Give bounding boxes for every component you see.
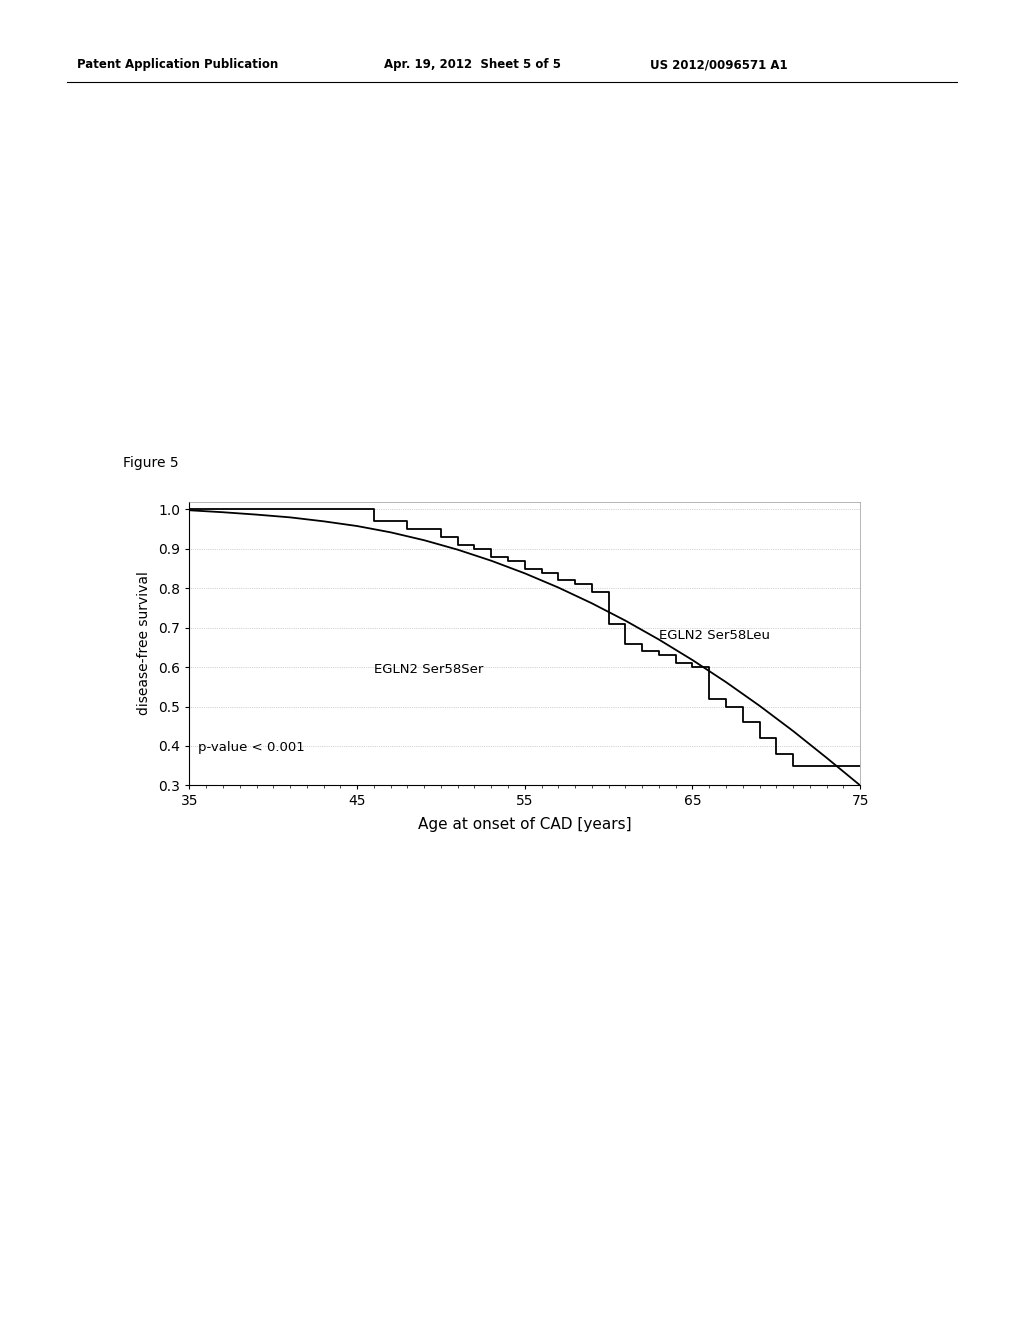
Text: EGLN2 Ser58Leu: EGLN2 Ser58Leu xyxy=(659,630,770,642)
Y-axis label: disease-free survival: disease-free survival xyxy=(137,572,152,715)
Text: EGLN2 Ser58Ser: EGLN2 Ser58Ser xyxy=(374,663,483,676)
Text: US 2012/0096571 A1: US 2012/0096571 A1 xyxy=(650,58,787,71)
Text: Patent Application Publication: Patent Application Publication xyxy=(77,58,279,71)
Text: Apr. 19, 2012  Sheet 5 of 5: Apr. 19, 2012 Sheet 5 of 5 xyxy=(384,58,561,71)
Text: Figure 5: Figure 5 xyxy=(123,455,178,470)
Text: p-value < 0.001: p-value < 0.001 xyxy=(198,742,304,755)
X-axis label: Age at onset of CAD [years]: Age at onset of CAD [years] xyxy=(418,817,632,832)
